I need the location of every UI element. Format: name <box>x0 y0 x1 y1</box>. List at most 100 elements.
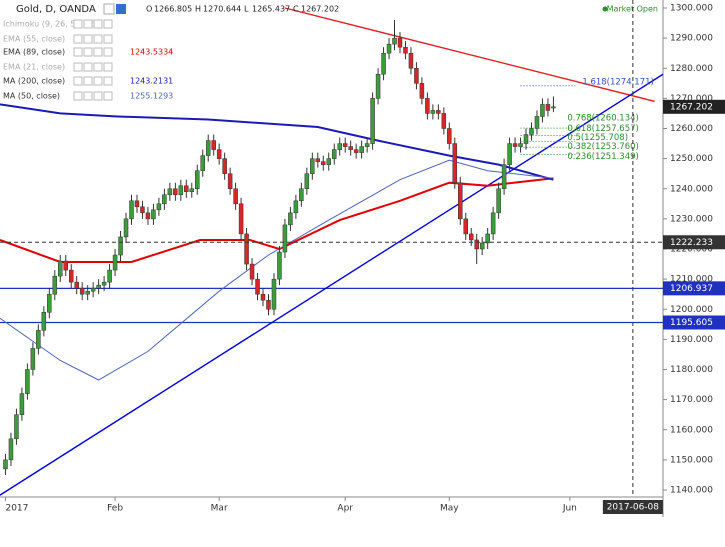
candle-body <box>408 52 414 69</box>
candle-body <box>178 185 184 196</box>
candle-body <box>112 254 118 271</box>
y-tick-label: 1170.000 <box>670 395 713 405</box>
candle-body <box>551 106 556 109</box>
candle-body <box>156 203 162 211</box>
legend-icon <box>93 34 103 44</box>
candle-body <box>288 212 293 226</box>
x-tick-label: May <box>440 504 459 514</box>
level-tag <box>663 315 725 330</box>
x-tick-label: Apr <box>337 504 353 514</box>
candle-body <box>41 312 47 331</box>
candle-body <box>118 236 123 256</box>
y-tick-label: 1180.000 <box>670 365 713 375</box>
candle-body <box>518 143 523 147</box>
y-tick-label: 1160.000 <box>670 425 713 435</box>
candle-body <box>490 212 496 235</box>
crosshair-date-tag <box>602 500 663 514</box>
fib-label: 0.768(1260.134) <box>567 114 639 124</box>
indicator-value: 1243.5334 <box>130 48 173 57</box>
indicator-name: Ichimoku (9, 26, 52, 26) <box>3 20 99 29</box>
settings-icon <box>116 4 126 14</box>
ohlc-letter: L <box>244 5 249 14</box>
fib-label: 1.618(1274.171) <box>582 77 654 87</box>
candle-body <box>419 83 425 99</box>
legend-icon <box>93 62 103 72</box>
candle-body <box>205 140 211 156</box>
candle-body <box>134 200 140 208</box>
indicator-name: EMA (55, close) <box>3 35 65 44</box>
y-tick-label: 1280.000 <box>670 64 713 74</box>
candle-body <box>123 218 129 238</box>
y-tick-label: 1150.000 <box>670 455 713 465</box>
x-tick-label: 2017 <box>5 504 28 514</box>
legend-icon <box>83 34 93 44</box>
legend-icon <box>73 19 83 29</box>
y-tick-label: 1230.000 <box>670 214 713 224</box>
y-tick-label: 1220.000 <box>670 245 713 255</box>
trendline <box>284 7 655 103</box>
candle-body <box>293 200 299 214</box>
legend-icon <box>103 19 113 29</box>
trendline <box>0 73 664 496</box>
ohlc-value: 1265.437 <box>252 5 290 14</box>
candle-body <box>260 293 266 301</box>
candle-body <box>129 200 134 220</box>
candle-body <box>474 239 479 250</box>
level-label: 1206.937 <box>670 284 713 294</box>
ohlc-value: 1270.644 <box>203 5 241 14</box>
legend-icon <box>73 62 83 72</box>
candle-body <box>397 37 403 48</box>
candle-body <box>19 393 25 415</box>
candle-body <box>370 98 375 144</box>
candle-body <box>3 459 8 470</box>
legend-icon <box>83 62 93 72</box>
candle-body <box>375 74 381 99</box>
candle-body <box>90 287 96 292</box>
ohlc-letter: O <box>146 5 152 14</box>
candle-body <box>321 161 326 165</box>
candle-body <box>277 251 282 280</box>
candle-body <box>315 158 321 162</box>
legend-icon <box>103 34 113 44</box>
candle-body <box>184 185 189 193</box>
candle-body <box>140 206 145 214</box>
candle-body <box>266 299 271 310</box>
candle-body <box>233 188 238 205</box>
candle-body <box>392 37 397 45</box>
candle-body <box>30 348 36 370</box>
indicator-value: 1243.2131 <box>130 77 173 86</box>
legend-icon <box>103 47 113 57</box>
indicator-name: EMA (21, close) <box>3 63 65 72</box>
indicator-name: MA (50, close) <box>3 92 60 101</box>
candle-body <box>364 143 370 147</box>
legend-icon <box>93 91 103 101</box>
candle-body <box>189 188 195 193</box>
candle-body <box>299 188 304 202</box>
x-tick-label: Feb <box>107 504 123 514</box>
x-tick-label: Jun <box>562 504 577 514</box>
candle-body <box>348 146 353 150</box>
fib-label: 0.236(1251.349) <box>567 152 639 162</box>
legend-icon <box>83 91 93 101</box>
y-tick-label: 1300.000 <box>670 4 713 14</box>
y-tick-label: 1290.000 <box>670 34 713 44</box>
candle-body <box>47 293 52 313</box>
symbol-title: Gold, D, OANDA <box>16 4 96 15</box>
x-tick-label: Mar <box>211 504 228 514</box>
candle-body <box>145 212 151 220</box>
candle-body <box>479 242 485 250</box>
candle-body <box>271 278 277 310</box>
candle-body <box>310 158 315 174</box>
last-price-tag <box>663 99 725 114</box>
y-tick-label: 1200.000 <box>670 305 713 315</box>
candle-body <box>512 143 518 147</box>
candle-body <box>458 182 463 220</box>
candle-body <box>14 414 19 440</box>
fib-label: 0.618(1257.657) <box>567 124 639 134</box>
candle-body <box>507 143 512 165</box>
candle-body <box>523 134 529 144</box>
candle-body <box>167 188 173 196</box>
candle-body <box>216 149 222 159</box>
candle-body <box>304 173 310 189</box>
